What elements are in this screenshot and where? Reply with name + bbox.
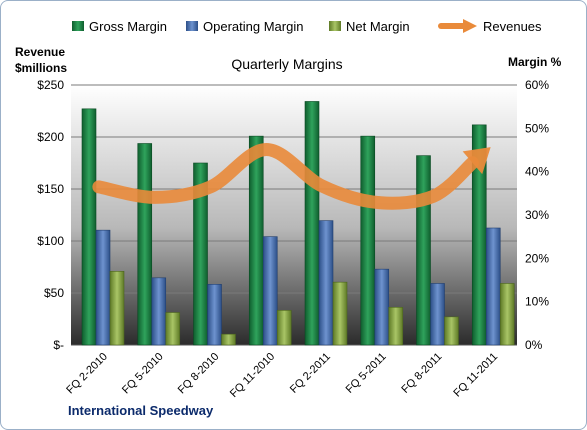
legend-swatch-gross-margin [72,21,84,31]
gross-margin-bar [81,108,97,346]
operating-margin-bar [318,220,334,346]
operating-margin-bar [207,284,222,346]
x-tick-label: FQ 5-2010 [120,351,166,397]
gross-margin-bar [137,143,153,346]
operating-margin-bar [485,227,501,346]
revenues-point [153,196,156,199]
legend-label-revenues: Revenues [483,19,542,34]
net-margin-bar [388,306,404,346]
left-axis-ticks: $- $50 $100 $150 $200 $250 [37,78,64,352]
right-tick-label: 0% [525,338,543,352]
bars [81,101,515,346]
net-margin-bar [165,312,181,346]
legend-label-net-margin: Net Margin [346,19,410,34]
gross-margin-bar [193,162,208,346]
chart-title: Quarterly Margins [231,56,342,72]
gross-margin-bar [248,135,264,346]
right-tick-label: 20% [525,251,549,265]
right-tick-label: 10% [525,295,549,309]
x-tick-label: FQ 11-2010 [228,351,277,400]
x-tick-label: FQ 8-2011 [399,351,444,396]
left-axis-label-line2: $millions [15,61,67,75]
operating-margin-bar [151,277,167,346]
x-tick-label: FQ 5-2011 [344,351,389,396]
revenues-arrowhead [462,147,491,175]
operating-margin-bar [374,268,390,346]
x-tick-label: FQ 11-2011 [451,351,500,400]
right-tick-label: 30% [525,208,549,222]
operating-margin-bar [430,283,445,346]
legend-arrowhead-revenues [463,19,477,33]
x-tick-label: FQ 2-2011 [288,351,333,396]
revenues-point [97,185,100,188]
operating-margin-bar [262,236,278,346]
x-tick-label: FQ 2-2010 [64,351,110,397]
legend: Gross Margin Operating Margin Net Margin… [72,19,542,34]
left-tick-label: $50 [44,286,64,300]
revenues-point [432,195,435,198]
legend-swatch-operating-margin [186,21,198,31]
legend-label-gross-margin: Gross Margin [89,19,167,34]
gross-margin-bar [360,135,376,346]
left-tick-label: $250 [37,78,64,92]
left-tick-label: $200 [37,130,64,144]
right-axis-ticks: 0% 10% 20% 30% 40% 50% 60% [525,78,549,352]
gross-margin-bar [304,101,320,346]
net-margin-bar [444,316,459,346]
left-tick-label: $- [53,338,64,352]
revenues-point [376,201,379,204]
company-name: International Speedway [68,403,214,418]
revenues-point [320,184,323,187]
left-axis-label-line1: Revenue [15,45,65,59]
right-tick-label: 40% [525,165,549,179]
left-tick-label: $100 [37,234,64,248]
net-margin-bar [276,310,292,346]
x-tick-label: FQ 8-2010 [176,351,222,397]
legend-swatch-net-margin [329,21,341,31]
right-tick-label: 50% [525,121,549,135]
operating-margin-bar [95,229,111,346]
revenues-line [92,142,479,210]
left-tick-label: $150 [37,182,64,196]
revenue-series [92,142,491,210]
gross-margin-bar [416,155,431,346]
net-margin-bar [332,281,348,346]
net-margin-bar [499,283,515,346]
right-tick-label: 60% [525,78,549,92]
revenues-point [488,147,491,150]
right-axis-label: Margin % [508,55,562,69]
x-axis-ticks: FQ 2-2010 FQ 5-2010 FQ 8-2010 FQ 11-2010 FQ … [64,351,500,400]
net-margin-bar [221,333,236,346]
revenues-point [265,148,268,151]
revenues-point [209,185,212,188]
net-margin-bar [109,271,125,346]
legend-label-operating-margin: Operating Margin [203,19,303,34]
